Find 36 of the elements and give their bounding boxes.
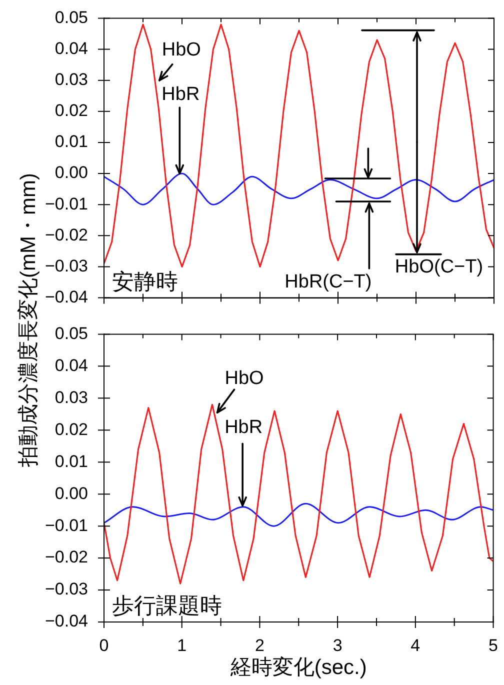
y-tick-label: −0.04 xyxy=(44,287,88,306)
y-tick-label: −0.02 xyxy=(44,548,88,567)
annotation: HbO xyxy=(162,40,201,61)
y-tick-label: 0.05 xyxy=(54,324,88,343)
y-tick-label: 0.04 xyxy=(54,356,88,375)
annotation: 歩行課題時 xyxy=(112,593,222,618)
annotation: HbO xyxy=(224,368,264,389)
y-tick-label: −0.02 xyxy=(44,225,88,244)
x-tick-label: 2 xyxy=(254,636,264,655)
y-tick-label: 0.03 xyxy=(54,70,88,90)
x-tick-label: 0 xyxy=(99,636,109,655)
y-tick-label: 0.00 xyxy=(54,484,88,503)
y-tick-label: −0.01 xyxy=(44,194,88,214)
y-tick-label: 0.01 xyxy=(54,132,88,152)
annotation: HbR(C−T) xyxy=(284,272,372,293)
x-tick-label: 1 xyxy=(177,636,187,655)
y-tick-label: 0.00 xyxy=(54,163,88,182)
annotation: HbR xyxy=(162,84,200,105)
annotation: HbR xyxy=(224,416,263,438)
y-tick-label: 0.04 xyxy=(54,38,88,58)
annotation: 安静時 xyxy=(112,268,178,294)
y-tick-label: −0.04 xyxy=(44,612,88,631)
y-tick-label: −0.03 xyxy=(44,256,88,276)
x-tick-label: 3 xyxy=(332,636,342,655)
x-tick-label: 5 xyxy=(488,636,498,655)
y-tick-label: 0.05 xyxy=(54,8,88,27)
y-tick-label: −0.03 xyxy=(44,580,88,599)
y-tick-label: 0.02 xyxy=(54,101,88,120)
x-tick-label: 4 xyxy=(410,636,420,655)
y-tick-label: 0.03 xyxy=(54,388,88,407)
y-tick-label: −0.01 xyxy=(44,516,88,535)
y-axis-title: 拍動成分濃度長変化(mM・mm) xyxy=(16,173,41,467)
y-tick-label: 0.02 xyxy=(54,420,88,439)
y-tick-label: 0.01 xyxy=(54,452,88,471)
annotation: HbO(C−T) xyxy=(394,256,484,278)
x-axis-title: 経時変化(sec.) xyxy=(229,656,367,680)
